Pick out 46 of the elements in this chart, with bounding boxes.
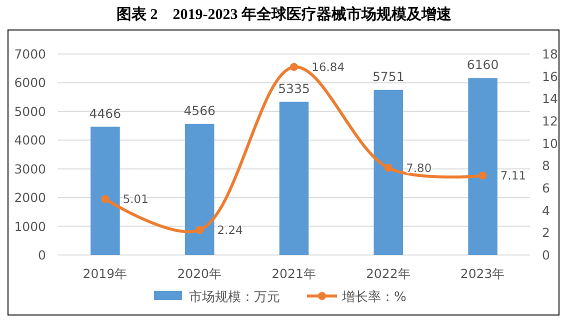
- y-tick-label: 4000: [14, 132, 46, 148]
- y-tick-label: 5000: [14, 104, 46, 119]
- point: [478, 172, 487, 180]
- data-label: 4566: [184, 102, 216, 118]
- chart-title: 图表 2 2019-2023 年全球医疗器械市场规模及增速: [116, 5, 452, 23]
- y-tick-label: 7000: [14, 46, 46, 62]
- y2-tick-label: 6: [542, 180, 550, 196]
- y-tick-label: 1000: [14, 218, 46, 234]
- y2-tick-label: 12: [542, 114, 558, 128]
- data-label: 7.80: [406, 160, 432, 175]
- legend-label: 增长率：%: [341, 289, 406, 305]
- y2-tick-label: 2: [542, 225, 550, 240]
- data-label: 4466: [89, 106, 122, 121]
- point: [384, 164, 392, 172]
- x-tick-label: 2020年: [177, 266, 222, 281]
- data-label: 16.84: [312, 60, 345, 74]
- data-label: 2.24: [217, 222, 243, 237]
- y2-tick-label: 8: [542, 158, 550, 174]
- data-label: 6160: [466, 57, 499, 72]
- point: [290, 62, 298, 71]
- y2-tick-label: 10: [542, 136, 558, 151]
- bar: [279, 102, 309, 255]
- y-tick-label: 0: [38, 248, 46, 262]
- data-label: 5751: [372, 68, 404, 84]
- bar: [468, 78, 498, 255]
- bar: [374, 90, 404, 255]
- point: [196, 226, 204, 234]
- bar: [90, 126, 120, 255]
- y-tick-label: 6000: [14, 75, 46, 90]
- legend-label: 市场规模：万元: [189, 290, 280, 305]
- y2-tick-label: 18: [542, 46, 558, 62]
- bar: [184, 124, 214, 255]
- data-label: 5.01: [122, 192, 148, 206]
- point: [101, 195, 110, 204]
- y-tick-label: 3000: [14, 161, 46, 176]
- y2-tick-label: 16: [542, 68, 558, 84]
- x-tick-label: 2021年: [272, 266, 316, 281]
- x-tick-label: 2019年: [82, 266, 128, 281]
- y2-tick-label: 4: [542, 202, 550, 218]
- x-tick-label: 2023年: [460, 266, 506, 281]
- y-tick-label: 2000: [14, 190, 46, 206]
- y2-tick-label: 14: [542, 91, 558, 106]
- data-label: 5335: [278, 80, 310, 96]
- x-tick-label: 2022年: [366, 266, 411, 281]
- y2-tick-label: 0: [542, 248, 550, 262]
- data-label: 7.11: [500, 168, 526, 183]
